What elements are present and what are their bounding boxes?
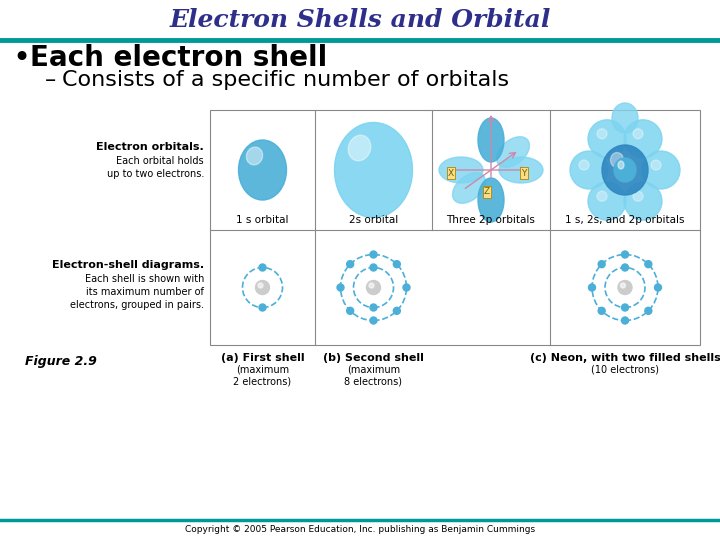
Text: (a) First shell: (a) First shell (221, 353, 305, 363)
Ellipse shape (614, 158, 636, 182)
Ellipse shape (624, 120, 662, 158)
Circle shape (393, 307, 400, 314)
Text: X: X (448, 168, 454, 178)
Circle shape (369, 283, 374, 288)
Circle shape (258, 283, 263, 288)
Ellipse shape (478, 178, 504, 222)
Text: (maximum
2 electrons): (maximum 2 electrons) (233, 365, 292, 387)
Circle shape (645, 261, 652, 268)
Circle shape (346, 307, 354, 314)
Circle shape (366, 280, 380, 294)
Circle shape (654, 284, 662, 291)
Ellipse shape (624, 182, 662, 220)
Circle shape (256, 280, 269, 294)
Text: (c) Neon, with two filled shells: (c) Neon, with two filled shells (530, 353, 720, 363)
Text: Each electron shell: Each electron shell (30, 44, 328, 72)
Ellipse shape (497, 137, 529, 167)
Ellipse shape (633, 129, 643, 139)
Circle shape (598, 261, 606, 268)
Ellipse shape (579, 160, 589, 170)
Circle shape (337, 284, 344, 291)
Ellipse shape (588, 120, 626, 158)
Circle shape (645, 307, 652, 314)
Ellipse shape (348, 135, 371, 161)
Ellipse shape (618, 161, 624, 169)
Circle shape (588, 284, 595, 291)
Text: •: • (12, 44, 30, 72)
Ellipse shape (439, 157, 483, 183)
Ellipse shape (499, 157, 543, 183)
Ellipse shape (611, 152, 624, 167)
Ellipse shape (642, 151, 680, 189)
Ellipse shape (597, 191, 607, 201)
Circle shape (621, 304, 629, 311)
Circle shape (403, 284, 410, 291)
Ellipse shape (633, 191, 643, 201)
Circle shape (621, 264, 629, 271)
Ellipse shape (335, 123, 413, 218)
Text: Each orbital holds
up to two electrons.: Each orbital holds up to two electrons. (107, 156, 204, 179)
Ellipse shape (651, 160, 661, 170)
Circle shape (621, 251, 629, 258)
Circle shape (370, 304, 377, 311)
Circle shape (370, 317, 377, 324)
Ellipse shape (602, 145, 648, 195)
Ellipse shape (597, 129, 607, 139)
Text: Electron Shells and Orbital: Electron Shells and Orbital (169, 8, 551, 32)
Text: Z: Z (484, 187, 490, 197)
Text: (b) Second shell: (b) Second shell (323, 353, 424, 363)
Text: Each shell is shown with
its maximum number of
electrons, grouped in pairs.: Each shell is shown with its maximum num… (70, 273, 204, 310)
Circle shape (259, 264, 266, 271)
Text: 1 s, 2s, and 2p orbitals: 1 s, 2s, and 2p orbitals (565, 215, 685, 225)
Text: 1 s orbital: 1 s orbital (236, 215, 289, 225)
Ellipse shape (238, 140, 287, 200)
Bar (210, 110, 700, 345)
Circle shape (618, 280, 632, 294)
Ellipse shape (478, 118, 504, 162)
Circle shape (598, 307, 606, 314)
Text: Consists of a specific number of orbitals: Consists of a specific number of orbital… (62, 70, 509, 90)
Text: Three 2p orbitals: Three 2p orbitals (446, 215, 536, 225)
Text: 2s orbital: 2s orbital (349, 215, 398, 225)
Circle shape (370, 264, 377, 271)
Ellipse shape (246, 147, 263, 165)
Text: Electron orbitals.: Electron orbitals. (96, 142, 204, 152)
Text: –: – (45, 70, 56, 90)
Text: Copyright © 2005 Pearson Education, Inc. publishing as Benjamin Cummings: Copyright © 2005 Pearson Education, Inc.… (185, 525, 535, 535)
Ellipse shape (588, 182, 626, 220)
Circle shape (346, 261, 354, 268)
Text: Electron-shell diagrams.: Electron-shell diagrams. (52, 260, 204, 269)
Text: Figure 2.9: Figure 2.9 (25, 355, 97, 368)
Circle shape (621, 283, 626, 288)
Text: (10 electrons): (10 electrons) (591, 365, 659, 375)
Ellipse shape (612, 103, 638, 133)
Circle shape (621, 317, 629, 324)
Text: (maximum
8 electrons): (maximum 8 electrons) (344, 365, 402, 387)
Circle shape (259, 304, 266, 311)
Ellipse shape (453, 173, 485, 203)
Ellipse shape (570, 151, 608, 189)
Circle shape (393, 261, 400, 268)
Text: Y: Y (521, 168, 527, 178)
Circle shape (370, 251, 377, 258)
